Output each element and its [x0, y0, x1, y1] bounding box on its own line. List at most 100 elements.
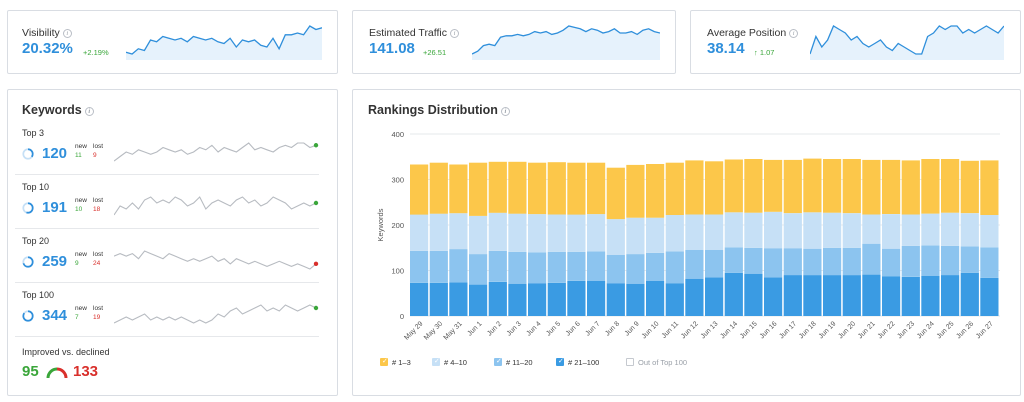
bar-segment[interactable] [606, 167, 625, 220]
bar-segment[interactable] [567, 214, 586, 252]
bar-segment[interactable] [410, 282, 429, 316]
info-icon[interactable]: i [789, 29, 799, 38]
bar-segment[interactable] [665, 251, 684, 284]
info-icon[interactable]: i [62, 29, 72, 38]
bar-segment[interactable] [469, 284, 488, 316]
bar-segment[interactable] [823, 212, 842, 248]
bar-segment[interactable] [862, 159, 881, 215]
bar-segment[interactable] [626, 283, 645, 316]
legend-item[interactable]: ✓ # 1–3 [380, 358, 411, 367]
bar-segment[interactable] [842, 247, 861, 276]
bar-segment[interactable] [429, 282, 448, 316]
legend-item[interactable]: ✓ # 11–20 [494, 358, 533, 367]
bar-segment[interactable] [882, 214, 901, 249]
checkbox-checked-icon[interactable]: ✓ [494, 358, 502, 366]
legend-item[interactable]: Out of Top 100 [626, 358, 687, 367]
bar-segment[interactable] [488, 161, 507, 213]
bar-segment[interactable] [705, 161, 724, 215]
bar-segment[interactable] [469, 254, 488, 285]
bar-segment[interactable] [980, 277, 999, 316]
bar-segment[interactable] [764, 277, 783, 316]
bar-segment[interactable] [547, 214, 566, 252]
bar-segment[interactable] [587, 251, 606, 281]
checkbox-checked-icon[interactable]: ✓ [556, 358, 564, 366]
bar-segment[interactable] [508, 213, 527, 252]
bar-segment[interactable] [862, 243, 881, 275]
bar-segment[interactable] [488, 281, 507, 316]
bar-segment[interactable] [764, 159, 783, 212]
bar-segment[interactable] [488, 250, 507, 282]
bar-segment[interactable] [724, 159, 743, 213]
bar-segment[interactable] [960, 213, 979, 247]
bar-segment[interactable] [410, 250, 429, 283]
bar-segment[interactable] [842, 159, 861, 214]
bar-segment[interactable] [685, 214, 704, 251]
bar-segment[interactable] [547, 282, 566, 316]
bar-segment[interactable] [724, 212, 743, 248]
bar-segment[interactable] [547, 162, 566, 215]
bar-segment[interactable] [449, 282, 468, 316]
bar-segment[interactable] [842, 275, 861, 316]
bar-segment[interactable] [960, 272, 979, 316]
bar-segment[interactable] [685, 278, 704, 316]
bar-segment[interactable] [980, 247, 999, 278]
bar-segment[interactable] [901, 245, 920, 277]
bar-segment[interactable] [941, 275, 960, 316]
bar-segment[interactable] [449, 164, 468, 214]
bar-segment[interactable] [646, 281, 665, 316]
bar-segment[interactable] [901, 214, 920, 246]
bar-segment[interactable] [606, 283, 625, 316]
bar-segment[interactable] [705, 250, 724, 278]
bar-segment[interactable] [803, 212, 822, 249]
bar-segment[interactable] [744, 212, 763, 248]
bar-segment[interactable] [469, 162, 488, 216]
bar-segment[interactable] [783, 275, 802, 316]
bar-segment[interactable] [567, 281, 586, 316]
bar-segment[interactable] [606, 255, 625, 284]
legend-item[interactable]: ✓ # 21–100 [556, 358, 599, 367]
bar-segment[interactable] [429, 213, 448, 251]
bar-segment[interactable] [803, 275, 822, 316]
bar-segment[interactable] [803, 158, 822, 213]
bar-segment[interactable] [882, 276, 901, 316]
legend-item[interactable]: ✓ # 4–10 [432, 358, 467, 367]
bar-segment[interactable] [449, 213, 468, 250]
bar-segment[interactable] [705, 214, 724, 251]
checkbox-unchecked-icon[interactable] [626, 358, 634, 366]
bar-segment[interactable] [705, 277, 724, 316]
bar-segment[interactable] [528, 283, 547, 316]
bar-segment[interactable] [547, 251, 566, 283]
bar-segment[interactable] [567, 251, 586, 281]
bar-segment[interactable] [508, 283, 527, 316]
bar-segment[interactable] [882, 248, 901, 277]
bar-segment[interactable] [724, 247, 743, 273]
bar-segment[interactable] [842, 213, 861, 248]
bar-segment[interactable] [488, 212, 507, 251]
info-icon[interactable]: i [450, 29, 460, 38]
bar-segment[interactable] [665, 162, 684, 215]
bar-segment[interactable] [823, 275, 842, 316]
bar-segment[interactable] [744, 247, 763, 274]
bar-segment[interactable] [980, 160, 999, 215]
bar-segment[interactable] [724, 272, 743, 316]
bar-segment[interactable] [449, 249, 468, 283]
bar-segment[interactable] [941, 159, 960, 213]
bar-segment[interactable] [685, 160, 704, 215]
bar-segment[interactable] [783, 248, 802, 275]
bar-segment[interactable] [429, 250, 448, 283]
bar-segment[interactable] [921, 213, 940, 246]
bar-segment[interactable] [665, 215, 684, 252]
bar-segment[interactable] [783, 159, 802, 214]
bar-segment[interactable] [646, 164, 665, 218]
bar-segment[interactable] [587, 214, 606, 252]
bar-segment[interactable] [528, 162, 547, 215]
bar-segment[interactable] [646, 252, 665, 281]
bar-segment[interactable] [646, 217, 665, 253]
bar-segment[interactable] [862, 274, 881, 316]
bar-segment[interactable] [960, 160, 979, 214]
bar-segment[interactable] [410, 164, 429, 215]
bar-segment[interactable] [941, 212, 960, 246]
bar-segment[interactable] [528, 252, 547, 284]
info-icon[interactable]: i [500, 107, 510, 116]
bar-segment[interactable] [941, 245, 960, 275]
